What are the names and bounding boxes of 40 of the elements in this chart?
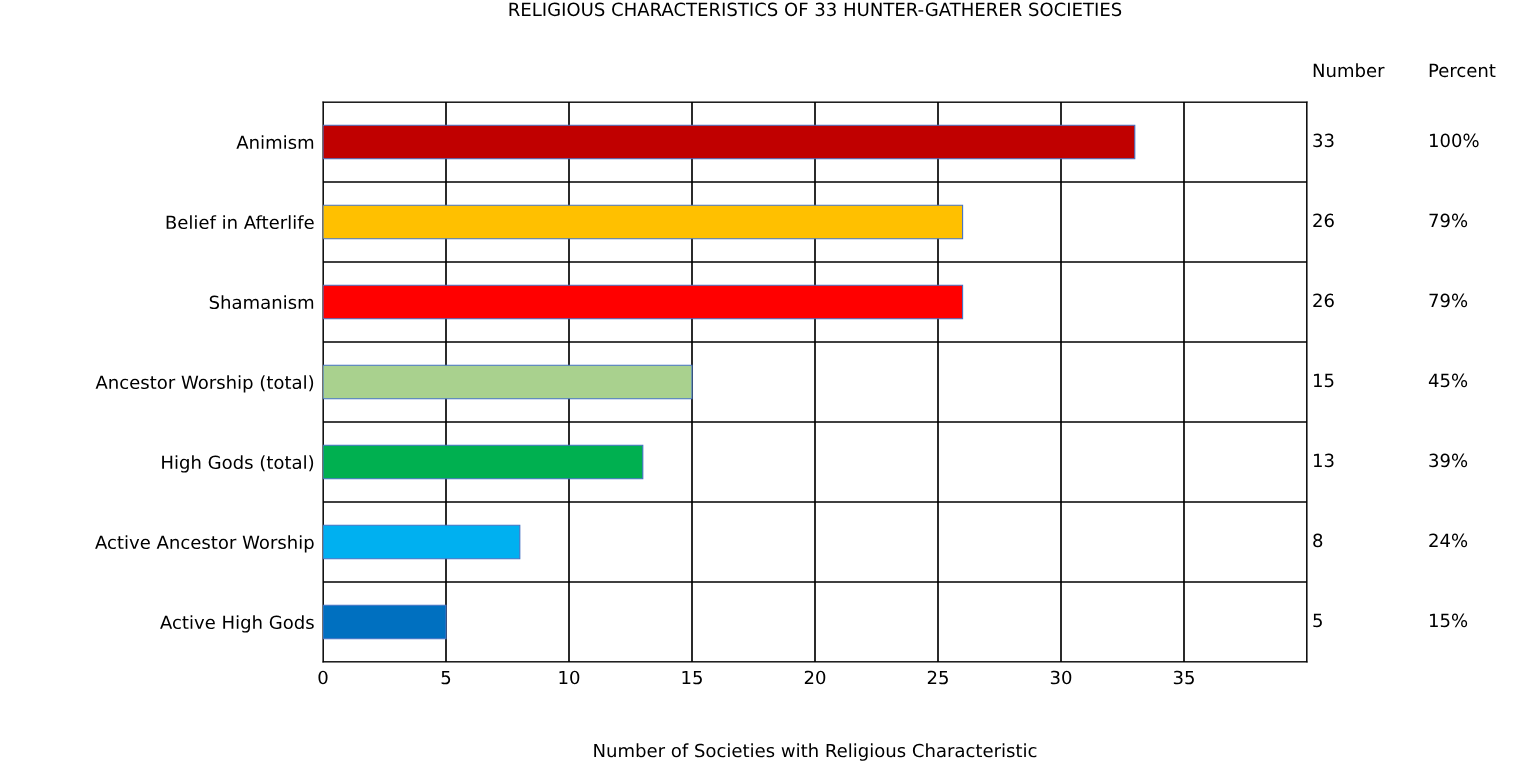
y-tick-label: Shamanism [209, 295, 314, 310]
y-tick-label: Animism [236, 135, 314, 150]
y-tick-label: Active High Gods [160, 615, 314, 633]
x-tick-label: 25 [927, 670, 948, 685]
text: Percent [1429, 63, 1496, 78]
text: 26 [1313, 213, 1334, 228]
y-tick-label: High Gods (total) [162, 455, 314, 473]
text: 15% [1429, 613, 1468, 628]
bar [323, 204, 964, 240]
x-axis-title: Number of Societies with Religious Characteristic [594, 743, 1037, 761]
x-tick-label: 0 [318, 670, 328, 685]
text: Number [1313, 63, 1385, 78]
bar [323, 604, 447, 640]
y-tick-label: Belief in Afterlife [166, 215, 314, 230]
text: 15 [1313, 373, 1334, 388]
x-tick-label: 30 [1050, 670, 1072, 685]
bar [323, 124, 1136, 160]
text: 26 [1313, 293, 1334, 308]
text: 45% [1428, 373, 1468, 388]
bar [323, 364, 693, 400]
text: 100% [1429, 133, 1479, 148]
x-tick-label: 20 [804, 670, 826, 685]
text: 5 [1313, 613, 1322, 628]
bar [323, 284, 964, 320]
x-tick-label: 15 [682, 670, 702, 685]
text: 33 [1313, 133, 1334, 148]
y-tick-label: Active Ancestor Worship [95, 535, 314, 553]
x-tick-label: 5 [441, 670, 451, 685]
text: 79% [1429, 293, 1468, 308]
bar [323, 524, 521, 560]
x-tick-label: 10 [559, 670, 580, 685]
text: 8 [1313, 533, 1323, 548]
chart-title: RELIGIOUS CHARACTERISTICS OF 33 HUNTER-GATHERER SOCIETIES [509, 2, 1122, 17]
text: 24% [1429, 533, 1468, 548]
text: 13 [1313, 453, 1334, 468]
x-tick-label: 35 [1173, 670, 1194, 685]
text: 39% [1429, 453, 1468, 468]
text: 79% [1429, 213, 1468, 228]
bar [323, 444, 644, 480]
y-tick-label: Ancestor Worship (total) [95, 375, 314, 393]
